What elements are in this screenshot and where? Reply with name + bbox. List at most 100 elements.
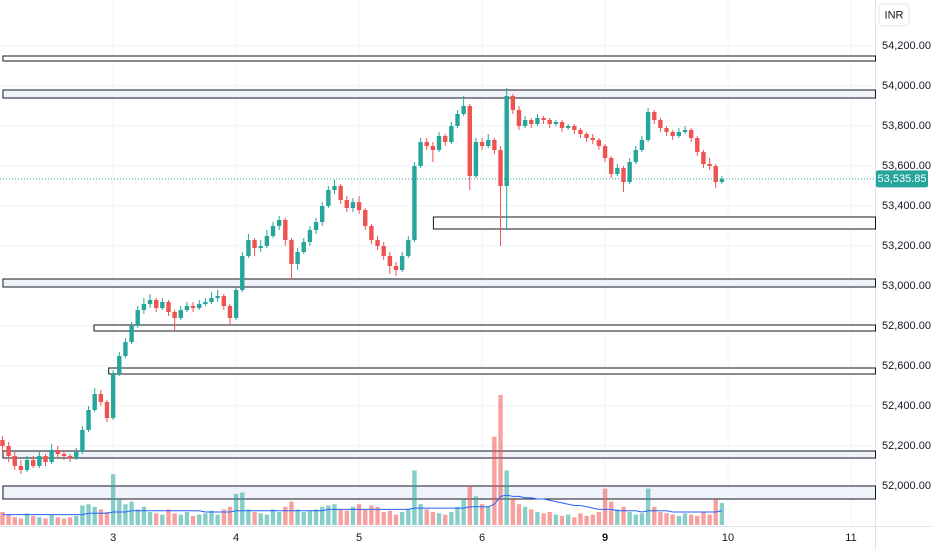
candle-body <box>498 150 503 186</box>
volume-bar <box>399 512 405 525</box>
zone <box>108 367 877 375</box>
candle-body <box>369 226 374 240</box>
candle-body <box>320 206 325 222</box>
candle-body <box>276 220 282 226</box>
candle-body <box>209 298 214 302</box>
volume-bar <box>356 504 362 525</box>
candle-body <box>92 394 97 410</box>
volume-bar <box>461 499 466 525</box>
volume-bar <box>676 515 682 525</box>
candle-body <box>467 106 472 176</box>
candle-body <box>31 460 36 466</box>
volume-bar <box>498 395 503 525</box>
candle-body <box>160 302 165 308</box>
volume-bar <box>486 506 491 525</box>
volume-bar <box>276 512 282 525</box>
x-tick-label: 11 <box>845 532 856 544</box>
volume-bar <box>719 502 725 525</box>
volume-bar <box>473 496 479 525</box>
volume-bar <box>141 506 147 525</box>
volume-bar <box>18 518 24 525</box>
candle-body <box>602 146 608 158</box>
volume-bar <box>436 513 442 525</box>
currency-box[interactable] <box>878 3 910 27</box>
candle-body <box>639 140 645 150</box>
candle-body <box>559 122 565 128</box>
candle-body <box>590 138 595 140</box>
candle-body <box>227 306 233 318</box>
volume-bar <box>61 518 67 525</box>
volume-bar <box>658 512 663 525</box>
volume-bar <box>449 512 454 525</box>
volume-bar <box>43 518 48 525</box>
volume-bar <box>467 486 472 525</box>
volume-bar <box>664 513 669 525</box>
candle-body <box>584 134 589 138</box>
volume-bar <box>215 514 220 525</box>
candle-body <box>49 450 54 462</box>
volume-bar <box>387 510 393 525</box>
candle-body <box>104 402 110 418</box>
candle-body <box>43 456 48 462</box>
volume-bar <box>6 514 11 525</box>
zone <box>2 450 876 459</box>
volume-bar <box>578 513 583 525</box>
candle-body <box>356 202 362 210</box>
candle-body <box>86 410 91 430</box>
volume-bar <box>289 501 294 525</box>
volume-bar <box>67 517 73 525</box>
volume-bar <box>559 515 565 525</box>
candle-body <box>393 266 399 270</box>
x-tick-label: 3 <box>110 532 116 544</box>
volume-bar <box>479 504 485 525</box>
volume-bar <box>153 513 159 525</box>
candle-body <box>221 296 227 306</box>
candle-body <box>516 110 522 126</box>
candle-body <box>363 210 368 226</box>
candle-body <box>18 466 24 470</box>
currency[interactable]: INR <box>885 9 904 21</box>
candle-body <box>553 122 559 124</box>
volume-bar <box>621 506 626 525</box>
candle-body <box>412 166 417 240</box>
candle-body <box>6 446 11 456</box>
volume-bar <box>86 504 91 525</box>
volume-bar <box>240 492 245 525</box>
y-tick-label: 53,000.00 <box>882 280 931 292</box>
volume-bar <box>233 493 239 525</box>
volume-bar <box>166 509 171 525</box>
candle-body <box>529 120 534 124</box>
volume-bar <box>572 517 577 525</box>
candle-body <box>301 242 306 252</box>
volume-bar <box>258 513 263 525</box>
volume-bar <box>252 512 257 525</box>
candle-body <box>479 142 485 146</box>
candle-body <box>682 130 688 132</box>
candle-body <box>688 130 694 138</box>
volume-bar <box>602 488 608 525</box>
volume-bar <box>707 514 712 525</box>
volume-bar <box>283 506 288 525</box>
candle-body <box>55 450 61 454</box>
candle-body <box>541 118 546 120</box>
volume-bar <box>492 436 497 525</box>
candle-body <box>676 132 682 136</box>
candle-body <box>270 226 276 236</box>
candle-body <box>178 310 183 318</box>
candle-body <box>436 136 442 150</box>
volume-bar <box>430 512 436 525</box>
volume-bar <box>24 513 30 525</box>
volume-bar <box>31 515 36 525</box>
y-tick-label: 52,000.00 <box>882 480 931 492</box>
candle-body <box>430 146 436 150</box>
candle-body <box>313 222 319 230</box>
volume-bar <box>80 505 85 525</box>
volume-bar <box>688 514 694 525</box>
candle-body <box>203 302 208 304</box>
candle-body <box>578 130 583 134</box>
candle-body <box>627 162 632 182</box>
volume-bar <box>369 505 374 525</box>
volume-bar <box>246 509 251 525</box>
volume-bar <box>609 501 614 525</box>
